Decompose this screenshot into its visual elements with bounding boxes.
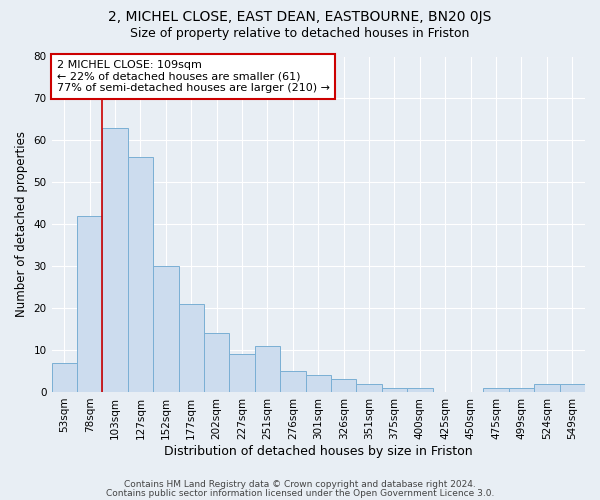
Bar [280,371,305,392]
Text: Contains public sector information licensed under the Open Government Licence 3.: Contains public sector information licen… [106,488,494,498]
Bar [356,384,382,392]
Bar [153,266,179,392]
X-axis label: Distribution of detached houses by size in Friston: Distribution of detached houses by size … [164,444,473,458]
Bar [560,384,585,392]
Bar [382,388,407,392]
Text: Size of property relative to detached houses in Friston: Size of property relative to detached ho… [130,28,470,40]
Bar [103,128,128,392]
Bar [52,362,77,392]
Bar [128,157,153,392]
Bar [179,304,204,392]
Bar [204,334,229,392]
Bar [77,216,103,392]
Bar [229,354,255,392]
Bar [484,388,509,392]
Bar [534,384,560,392]
Bar [331,380,356,392]
Text: 2, MICHEL CLOSE, EAST DEAN, EASTBOURNE, BN20 0JS: 2, MICHEL CLOSE, EAST DEAN, EASTBOURNE, … [109,10,491,24]
Y-axis label: Number of detached properties: Number of detached properties [15,131,28,317]
Bar [255,346,280,392]
Bar [305,375,331,392]
Bar [407,388,433,392]
Text: 2 MICHEL CLOSE: 109sqm
← 22% of detached houses are smaller (61)
77% of semi-det: 2 MICHEL CLOSE: 109sqm ← 22% of detached… [57,60,330,93]
Bar [509,388,534,392]
Text: Contains HM Land Registry data © Crown copyright and database right 2024.: Contains HM Land Registry data © Crown c… [124,480,476,489]
